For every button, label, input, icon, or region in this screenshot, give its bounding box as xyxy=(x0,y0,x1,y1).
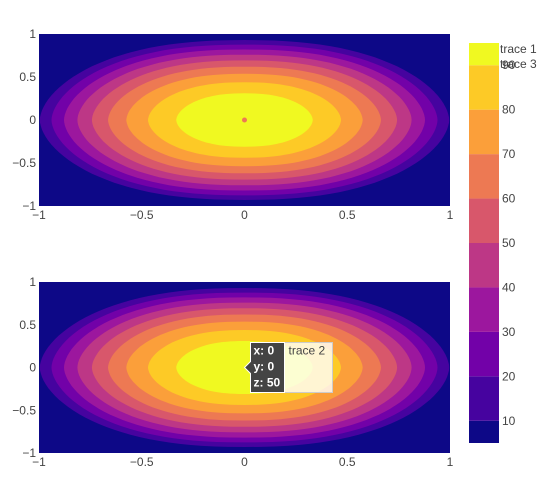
top-center-marker xyxy=(242,117,247,123)
colorbar-band-3 xyxy=(469,287,499,332)
top-y-tick-label: −0.5 xyxy=(12,156,36,170)
top-x-tick-label: 1 xyxy=(447,208,454,222)
colorbar-band-9 xyxy=(469,43,499,66)
colorbar-tick-label: 90 xyxy=(502,58,516,72)
bot-x-tick-label: 0 xyxy=(241,455,248,469)
legend-item[interactable]: trace 3 xyxy=(500,57,537,71)
colorbar-tick-label: 70 xyxy=(502,147,516,161)
colorbar-band-2 xyxy=(469,331,499,377)
bot-x-tick-label: 0.5 xyxy=(339,455,356,469)
bottom-contour-plot[interactable]: −1 −0.5 0 0.5 1 −1 −0.5 0 0.5 1 xyxy=(12,275,453,469)
top-x-tick-label: 0 xyxy=(241,208,248,222)
bot-x-tick-label: 1 xyxy=(447,455,454,469)
bot-x-tick-label: −1 xyxy=(32,455,46,469)
top-contour-plot[interactable]: −1 −0.5 0 0.5 1 −1 −0.5 0 0.5 1 xyxy=(12,27,453,222)
hover-value-line: z: 50 xyxy=(254,376,281,390)
bot-x-tick-label: −0.5 xyxy=(130,455,154,469)
hover-value-line: x: 0 xyxy=(254,344,275,358)
hover-name-box xyxy=(284,342,333,393)
legend-item[interactable]: trace 1 xyxy=(500,42,537,56)
top-y-tick-label: 1 xyxy=(29,27,36,41)
hover-value-box xyxy=(243,342,285,393)
top-x-tick-label: 0.5 xyxy=(339,208,356,222)
colorbar-band-1 xyxy=(469,376,499,421)
top-y-tick-label: 0 xyxy=(29,113,36,127)
colorbar-band-0 xyxy=(469,420,499,443)
bot-y-tick-label: 0 xyxy=(29,361,36,375)
bot-y-tick-label: −0.5 xyxy=(12,403,36,417)
bot-y-tick-label: 1 xyxy=(29,275,36,289)
colorbar-band-4 xyxy=(469,243,499,288)
colorbar-tick-label: 50 xyxy=(502,236,516,250)
colorbar-band-5 xyxy=(469,198,499,243)
colorbar-band-7 xyxy=(469,109,499,155)
top-x-tick-label: −0.5 xyxy=(130,208,154,222)
colorbar-band-6 xyxy=(469,154,499,199)
colorbar-tick-label: 20 xyxy=(502,369,516,383)
hover-value-line: y: 0 xyxy=(254,360,275,374)
colorbar-band-8 xyxy=(469,65,499,110)
top-y-tick-label: −1 xyxy=(22,199,36,213)
hover-trace-name: trace 2 xyxy=(289,344,326,358)
top-x-tick-label: −1 xyxy=(32,208,46,222)
colorbar-tick-label: 60 xyxy=(502,192,516,206)
colorbar-tick-label: 80 xyxy=(502,103,516,117)
colorbar-tick-label: 10 xyxy=(502,414,516,428)
colorbar-tick-label: 40 xyxy=(502,280,516,294)
bot-y-tick-label: 0.5 xyxy=(19,318,36,332)
colorbar: 10 20 30 40 50 60 70 80 90 xyxy=(469,43,516,443)
colorbar-tick-label: 30 xyxy=(502,325,516,339)
bot-y-tick-label: −1 xyxy=(22,446,36,460)
top-y-tick-label: 0.5 xyxy=(19,70,36,84)
hover-tooltip: trace 2 x: 0 y: 0 z: 50 xyxy=(243,342,333,393)
